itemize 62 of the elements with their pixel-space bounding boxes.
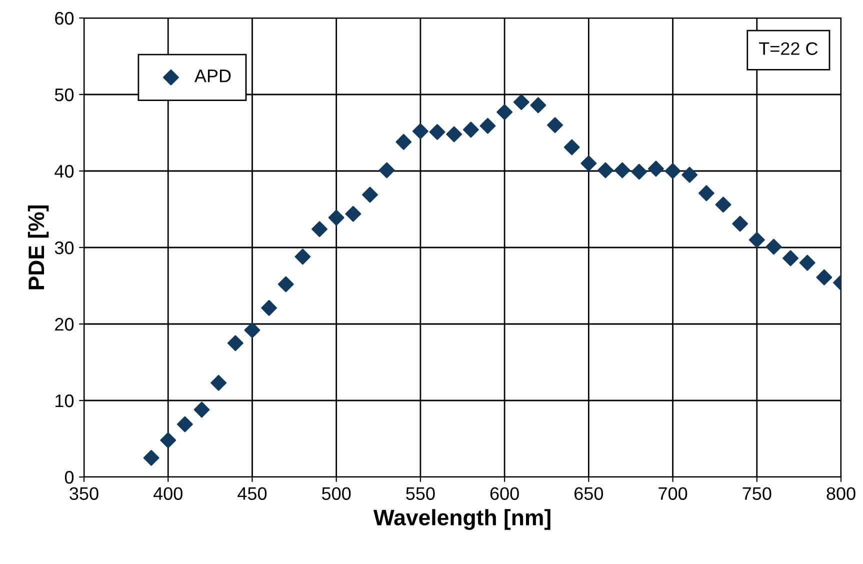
point — [429, 124, 446, 140]
point — [564, 139, 580, 156]
point — [496, 104, 513, 120]
point — [396, 134, 412, 150]
point — [682, 166, 698, 183]
point — [261, 300, 278, 316]
point — [698, 185, 714, 202]
x-axis-title: Wavelength [nm] — [373, 509, 550, 530]
x-tick-label: 350 — [70, 487, 98, 500]
point — [598, 162, 614, 178]
point — [799, 254, 816, 271]
y-tick-label: 40 — [54, 164, 74, 178]
point — [530, 97, 546, 114]
point — [176, 416, 193, 432]
y-tick-label: 50 — [54, 88, 74, 102]
point — [766, 238, 782, 255]
point — [462, 122, 479, 138]
point — [732, 216, 748, 232]
point — [345, 206, 362, 222]
point — [378, 162, 395, 178]
point — [748, 232, 765, 248]
point — [631, 164, 648, 180]
annotation: T=22 C — [758, 42, 818, 55]
x-tick-label: 400 — [153, 487, 182, 500]
x-tick-label: 600 — [490, 487, 519, 500]
x-tick-label: 550 — [406, 487, 435, 500]
point — [580, 155, 597, 172]
x-tick-label: 650 — [574, 487, 604, 500]
x-tick-label: 700 — [658, 487, 688, 500]
point — [715, 196, 732, 213]
point — [547, 117, 563, 134]
point — [480, 118, 496, 134]
point — [513, 94, 530, 110]
y-tick-label: 60 — [55, 12, 74, 25]
point — [143, 450, 160, 466]
point — [278, 276, 294, 292]
point — [648, 160, 664, 177]
y-axis-title: PDE [%] — [28, 206, 49, 290]
point — [362, 186, 378, 203]
point — [294, 248, 311, 265]
y-tick-label: 0 — [64, 470, 74, 484]
x-tick-label: 500 — [322, 487, 351, 500]
point — [328, 210, 344, 226]
x-tick-label: 750 — [742, 487, 772, 500]
legend-label: APD — [194, 70, 231, 82]
point — [782, 250, 799, 266]
point — [312, 221, 328, 238]
point — [446, 126, 462, 142]
point — [816, 269, 832, 286]
point — [227, 335, 244, 352]
point — [412, 123, 428, 140]
x-tick-label: 800 — [826, 487, 856, 500]
point — [194, 402, 210, 418]
y-tick-label: 30 — [54, 241, 74, 254]
y-tick-label: 20 — [55, 318, 74, 331]
x-tick-label: 450 — [238, 487, 267, 500]
point — [614, 162, 630, 178]
y-tick-label: 10 — [56, 394, 74, 408]
point — [160, 432, 176, 448]
point — [244, 322, 260, 338]
point — [210, 374, 227, 391]
point — [664, 163, 681, 179]
